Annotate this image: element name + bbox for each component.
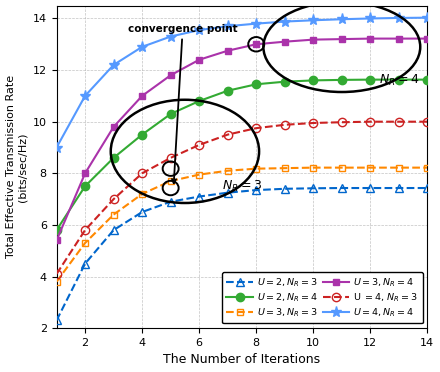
- Text: convergence point: convergence point: [128, 24, 238, 183]
- Y-axis label: Total Effective Transmission Rate
(bits/sec/Hz): Total Effective Transmission Rate (bits/…: [6, 75, 27, 259]
- Text: $N_R=4$: $N_R=4$: [379, 73, 419, 88]
- Text: $N_R=3$: $N_R=3$: [222, 179, 262, 194]
- Legend: $U=2, N_R=3$, $U=2, N_R=4$, $U=3, N_R=3$, $U=3, N_R=4$, U $=4$, $N_R=3$, $U=4, N: $U=2, N_R=3$, $U=2, N_R=4$, $U=3, N_R=3$…: [222, 272, 423, 323]
- X-axis label: The Number of Iterations: The Number of Iterations: [163, 353, 320, 366]
